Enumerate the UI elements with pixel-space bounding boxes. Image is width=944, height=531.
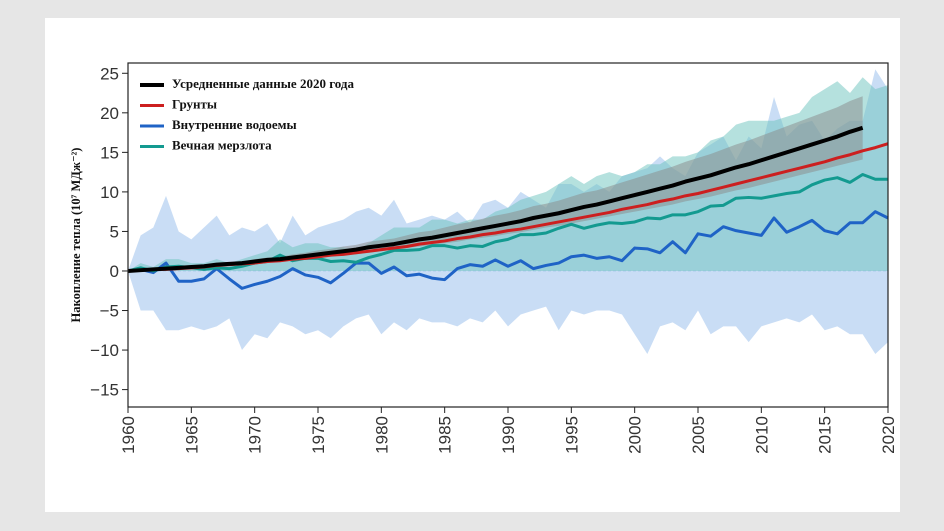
- band: [128, 96, 863, 271]
- x-tick-label: 1960: [119, 416, 138, 454]
- y-tick-label: −15: [90, 381, 119, 400]
- x-tick-label: 1990: [499, 416, 518, 454]
- legend: Усредненные данные 2020 года Грунты Внутре…: [140, 76, 354, 152]
- x-tick-label: 2015: [816, 416, 835, 454]
- y-tick-label: −5: [100, 302, 119, 321]
- bands: [128, 69, 888, 355]
- x-tick-label: 1965: [182, 416, 201, 454]
- x-tick-label: 1980: [372, 416, 391, 454]
- x-tick-label: 2000: [626, 416, 645, 454]
- lines: [127, 125, 889, 290]
- y-tick-label: 10: [100, 183, 119, 202]
- band: [128, 77, 888, 271]
- axes: −15 −10 −5 0 5 10 15 20 25 1960 1965 1970 1975 1980 19…: [90, 64, 898, 454]
- x-tick-label: 1985: [436, 416, 455, 454]
- series-line: [127, 125, 864, 273]
- legend-label: Грунты: [172, 96, 217, 111]
- y-axis-label: Накопление тепла (10⁷ МДж⁻²): [69, 148, 83, 323]
- series-line: [127, 210, 889, 290]
- y-tick-label: 15: [100, 143, 119, 162]
- legend-label: Вечная мерзлота: [172, 137, 272, 152]
- x-tick-label: 1995: [562, 416, 581, 454]
- y-tick-label: −10: [90, 341, 119, 360]
- x-tick-label: 2010: [752, 416, 771, 454]
- legend-label: Усредненные данные 2020 года: [172, 76, 354, 91]
- x-tick-label: 1970: [246, 416, 265, 454]
- x-tick-label: 2005: [689, 416, 708, 454]
- legend-label: Внутренние водоемы: [172, 117, 297, 132]
- y-tick-label: 25: [100, 64, 119, 83]
- x-tick-label: 2020: [879, 416, 898, 454]
- y-tick-label: 5: [110, 222, 119, 241]
- y-tick-label: 20: [100, 104, 119, 123]
- x-tick-label: 1975: [309, 416, 328, 454]
- y-tick-label: 0: [110, 262, 119, 281]
